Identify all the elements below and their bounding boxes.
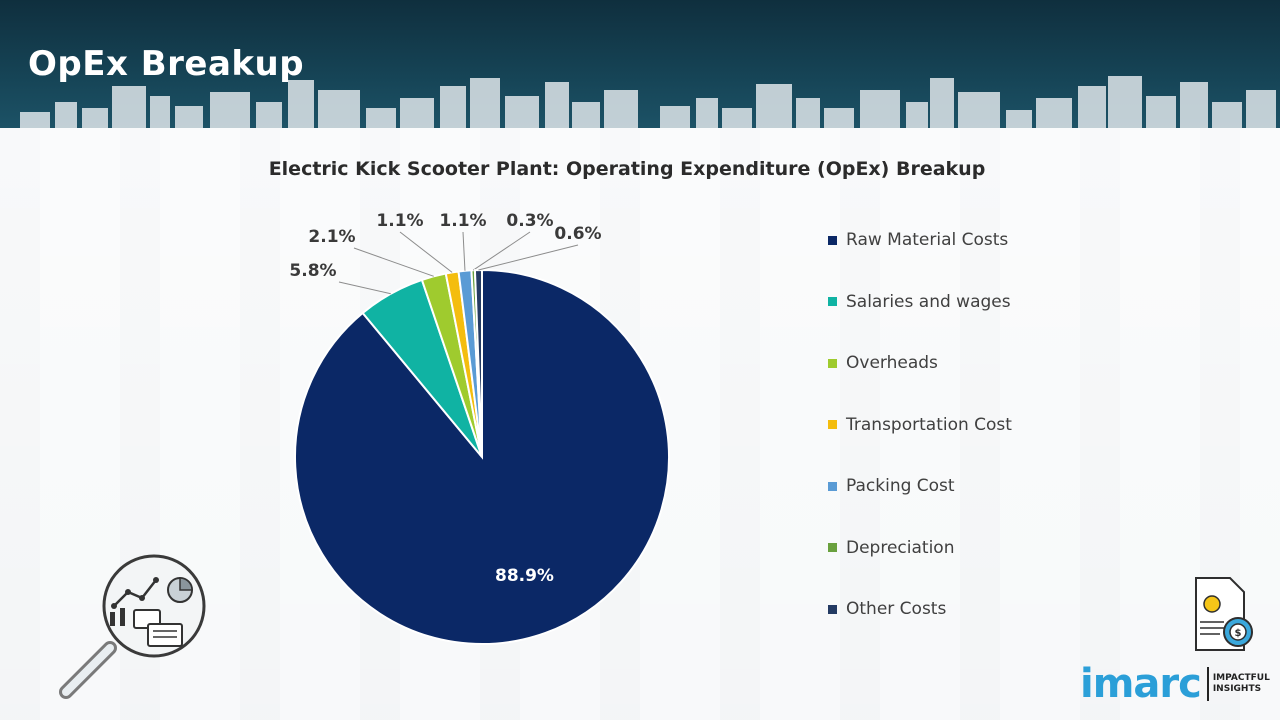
analytics-magnifier-icon bbox=[59, 554, 206, 699]
legend-label: Overheads bbox=[846, 353, 938, 373]
legend-item: Other Costs bbox=[828, 597, 946, 621]
data-label: 0.3% bbox=[506, 211, 553, 231]
legend-swatch bbox=[828, 604, 837, 614]
legend-label: Transportation Cost bbox=[846, 414, 1012, 435]
legend-label: Other Costs bbox=[846, 599, 947, 619]
data-label: 5.8% bbox=[289, 261, 336, 281]
legend-swatch bbox=[828, 235, 837, 245]
leader-line bbox=[478, 244, 579, 271]
legend-item: Depreciation bbox=[828, 536, 954, 560]
data-label: 1.1% bbox=[439, 211, 486, 231]
legend-item: Overheads bbox=[828, 351, 938, 375]
legend-item: Packing Cost bbox=[828, 474, 955, 498]
legend-item: Raw Material Costs bbox=[828, 228, 1008, 252]
legend-label: Salaries and wages bbox=[846, 291, 1011, 312]
legend-label: Packing Cost bbox=[846, 476, 955, 496]
logo-tagline-line-2: INSIGHTS bbox=[1212, 684, 1262, 694]
leader-line bbox=[472, 231, 531, 271]
logo-wordmark: imarc bbox=[1080, 661, 1202, 707]
legend-swatch bbox=[828, 543, 837, 552]
leader-line bbox=[399, 231, 453, 273]
pie-chart: 88.9% 5.8% 2.1% 1.1% 1.1% 0.3%0.6% bbox=[289, 211, 670, 645]
finance-document-icon: $ bbox=[1195, 577, 1253, 651]
data-label: 88.9% bbox=[495, 566, 554, 586]
legend-item: Salaries and wages bbox=[828, 290, 1011, 314]
city-skyline-graphic bbox=[20, 76, 1276, 128]
svg-text:$: $ bbox=[1235, 628, 1242, 639]
legend-swatch bbox=[828, 481, 837, 491]
leader-line bbox=[338, 281, 391, 295]
legend-label: Depreciation bbox=[846, 537, 955, 558]
data-label: 1.1% bbox=[376, 211, 423, 231]
data-label: 0.6% bbox=[554, 224, 601, 244]
leader-line bbox=[462, 231, 466, 271]
legend-swatch bbox=[828, 297, 837, 306]
header-banner: OpEx Breakup bbox=[0, 0, 1280, 128]
imarc-logo: imarc IMPACTFUL INSIGHTS bbox=[1080, 661, 1270, 707]
legend-swatch bbox=[828, 420, 837, 429]
logo-divider bbox=[1206, 667, 1209, 701]
logo-tagline-line-1: IMPACTFUL bbox=[1212, 673, 1270, 683]
logo-tagline: IMPACTFUL INSIGHTS bbox=[1213, 673, 1270, 695]
legend-label: Raw Material Costs bbox=[846, 230, 1009, 250]
leader-line bbox=[353, 247, 434, 277]
data-label: 2.1% bbox=[308, 227, 355, 247]
chart-title: Electric Kick Scooter Plant: Operating E… bbox=[268, 158, 986, 180]
legend-item: Transportation Cost bbox=[828, 413, 1012, 437]
legend-swatch bbox=[828, 358, 837, 368]
page-title: OpEx Breakup bbox=[28, 44, 305, 84]
